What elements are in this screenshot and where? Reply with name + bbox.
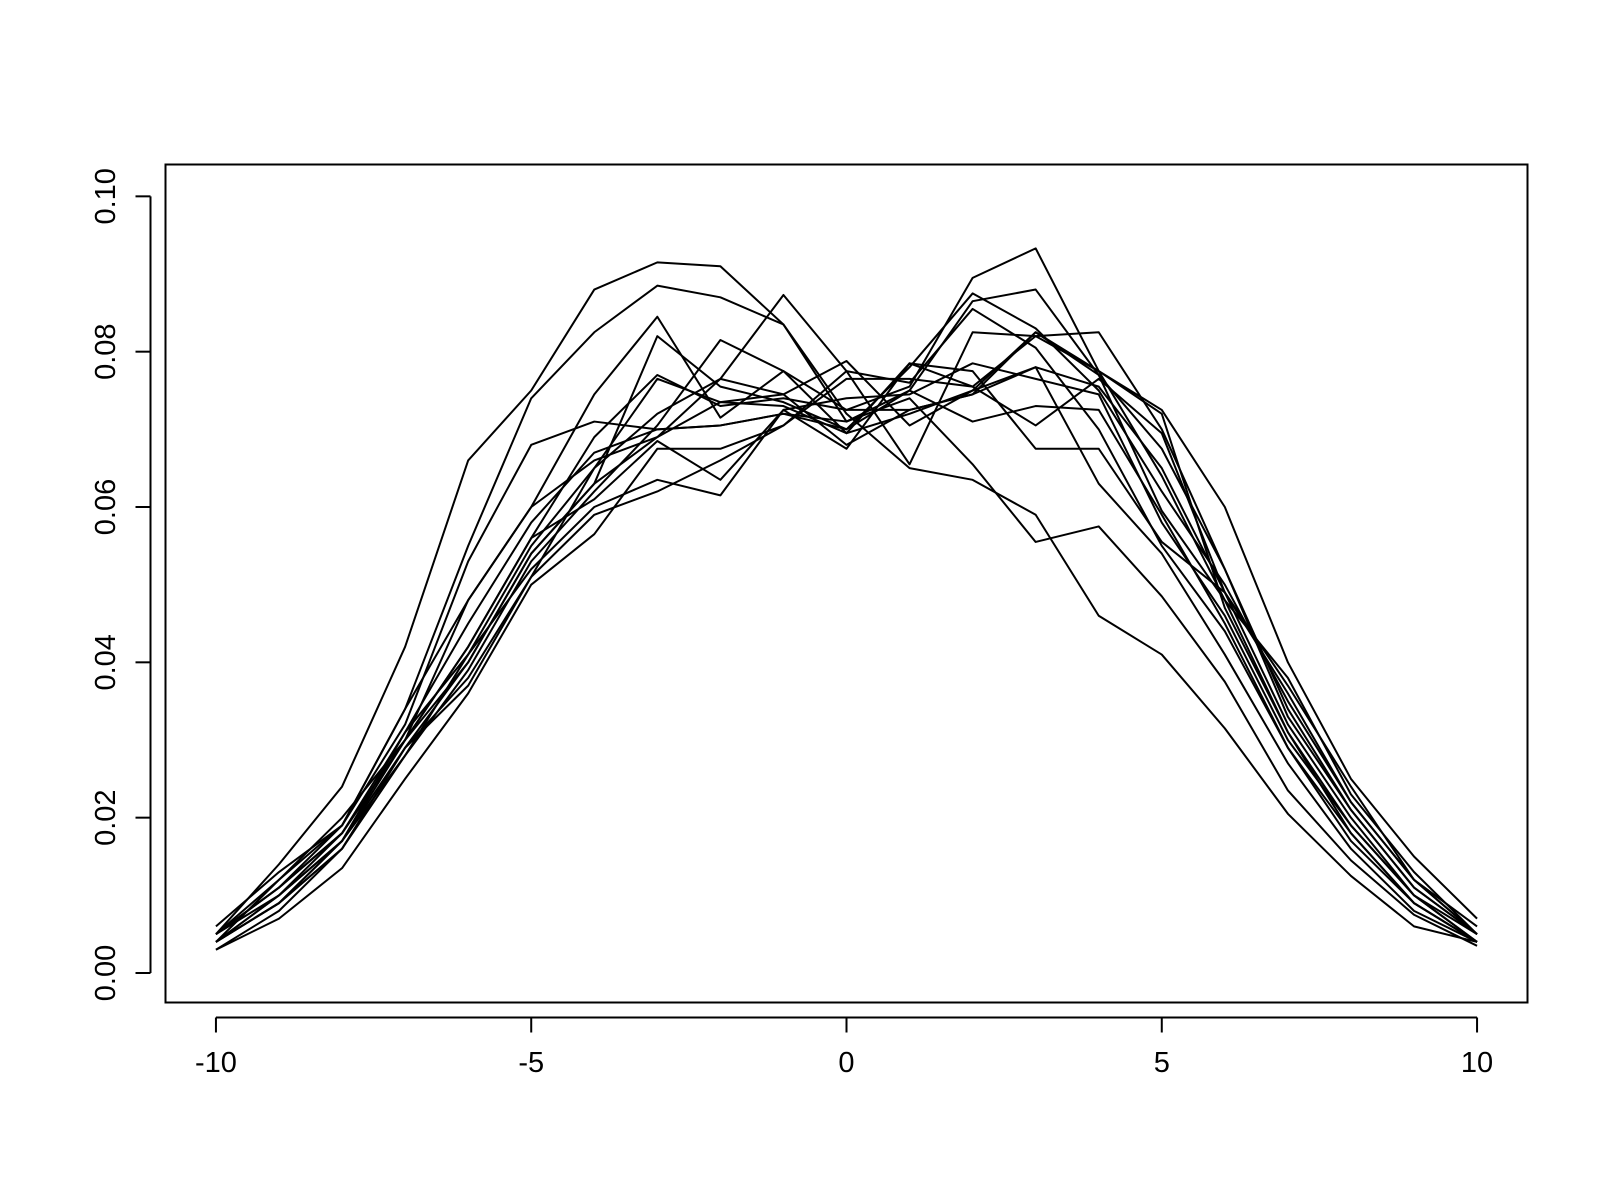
series-line [215,307,1478,951]
x-tick-label: 10 [1461,1047,1493,1079]
series-line [215,261,1478,943]
y-tick-label: 0.08 [90,323,122,379]
series-line [215,331,1478,935]
plot-frame [164,163,1529,1004]
x-tick-label: 0 [838,1047,854,1079]
series-line [215,331,1478,943]
series-line [215,366,1478,943]
x-tick-label: 5 [1154,1047,1170,1079]
x-tick-label: -10 [195,1047,237,1079]
series-line [215,389,1478,943]
series-line [215,288,1478,935]
series-line [215,362,1478,935]
y-tick-label: 0.02 [90,789,122,845]
y-tick-label: 0.06 [90,479,122,535]
x-tick-label: -5 [518,1047,544,1079]
series-line [215,293,1478,943]
y-tick-label: 0.00 [90,945,122,1001]
series-line [215,359,1478,943]
y-tick-label: 0.10 [90,168,122,224]
y-tick-label: 0.04 [90,634,122,690]
series-line [215,331,1478,943]
series-line [215,362,1478,943]
series-line [215,284,1478,947]
series-line [215,247,1478,943]
series-line [215,292,1478,951]
